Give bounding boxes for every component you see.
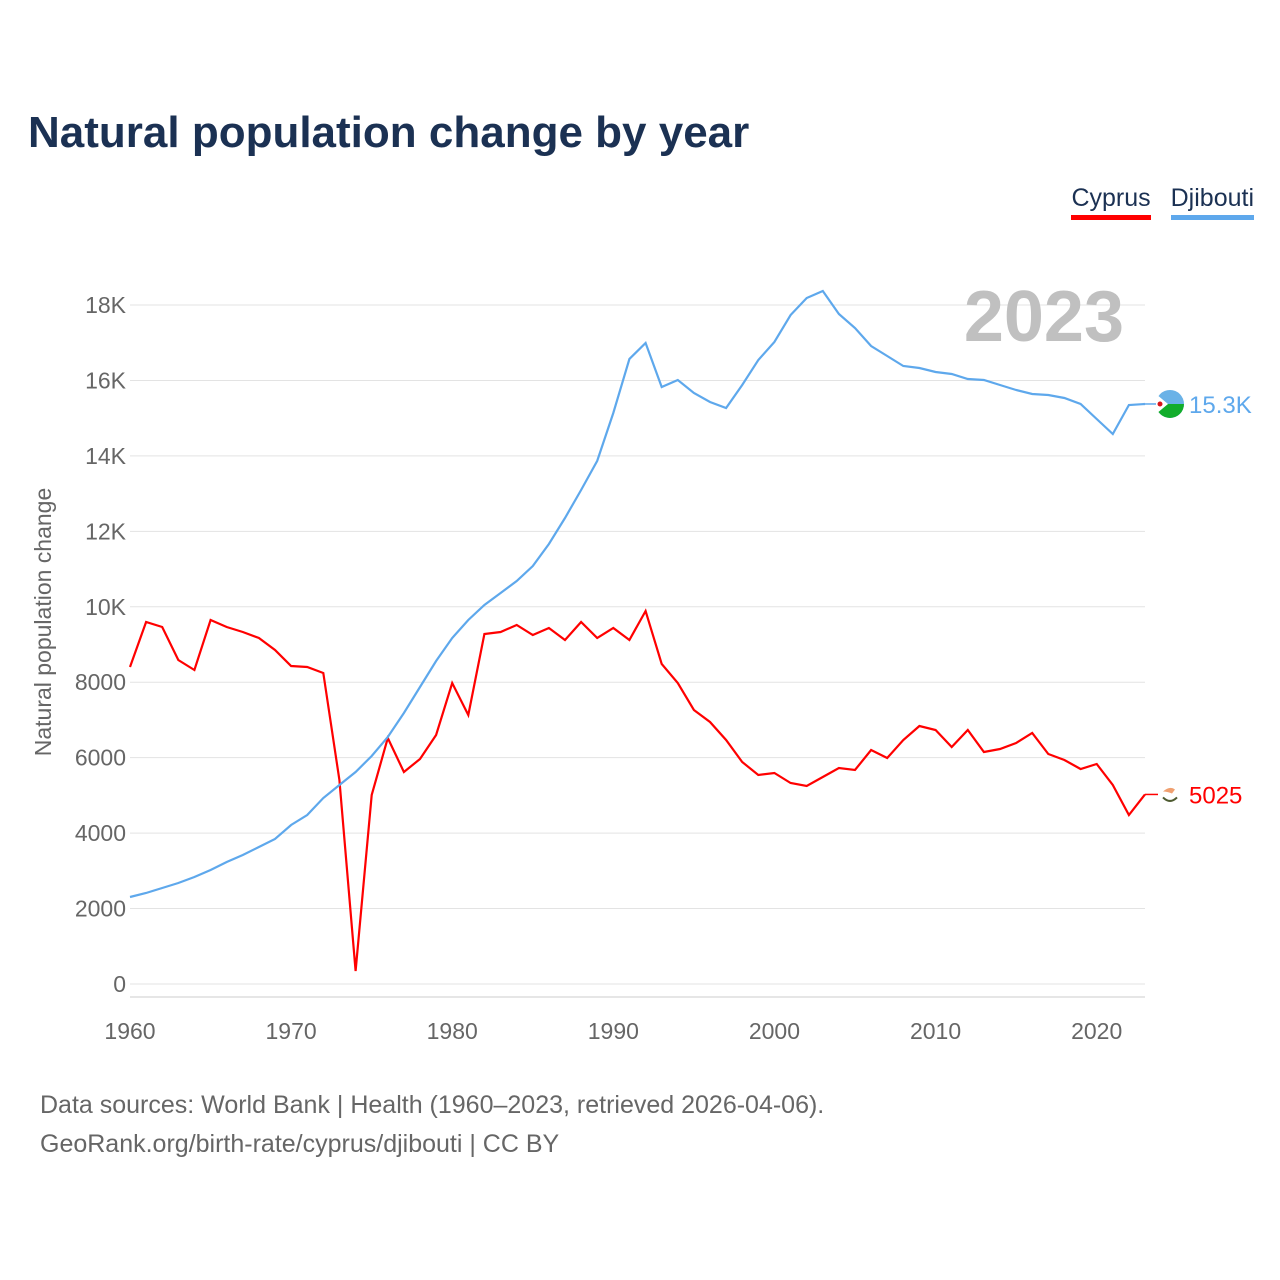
cyprus-flag-icon <box>1158 782 1182 807</box>
y-tick-label: 2000 <box>75 896 126 922</box>
y-tick-label: 14K <box>85 443 127 469</box>
flag-star <box>1157 401 1163 407</box>
footer: Data sources: World Bank | Health (1960–… <box>40 1086 824 1164</box>
y-tick-label: 8000 <box>75 669 126 695</box>
end-value-label: 15.3K <box>1189 392 1252 419</box>
legend-item-cyprus[interactable]: Cyprus <box>1071 184 1151 220</box>
x-tick-label: 2000 <box>749 1018 800 1044</box>
y-tick-label: 10K <box>85 594 127 620</box>
series-line-cyprus[interactable] <box>128 608 1146 972</box>
x-tick-label: 1970 <box>266 1018 317 1044</box>
x-tick-label: 2010 <box>910 1018 961 1044</box>
x-tick-label: 2020 <box>1071 1018 1122 1044</box>
y-tick-label: 6000 <box>75 745 126 771</box>
source-text: Data sources: World Bank | Health (1960–… <box>40 1091 825 1119</box>
series-line-djibouti[interactable] <box>129 289 1146 899</box>
end-value-label: 5025 <box>1189 782 1242 809</box>
flag-olive <box>1162 796 1178 802</box>
flag-island <box>1163 787 1175 794</box>
x-tick-label: 1990 <box>588 1018 639 1044</box>
y-tick-label: 18K <box>85 292 127 318</box>
chart-title: Natural population change by year <box>28 108 750 157</box>
x-tick-label: 1980 <box>427 1018 478 1044</box>
y-tick-label: 16K <box>85 367 127 393</box>
y-tick-label: 0 <box>113 971 126 997</box>
x-tick-label: 1960 <box>104 1018 155 1044</box>
credit-link[interactable]: GeoRank.org/birth-rate/cyprus/djibouti |… <box>40 1130 560 1158</box>
y-tick-label: 12K <box>85 518 127 544</box>
legend-item-djibouti[interactable]: Djibouti <box>1170 184 1254 220</box>
legend: Cyprus Djibouti <box>1071 184 1254 220</box>
year-watermark: 2023 <box>964 277 1124 357</box>
y-axis-label: Natural population change <box>30 488 56 757</box>
y-tick-label: 4000 <box>75 820 126 846</box>
